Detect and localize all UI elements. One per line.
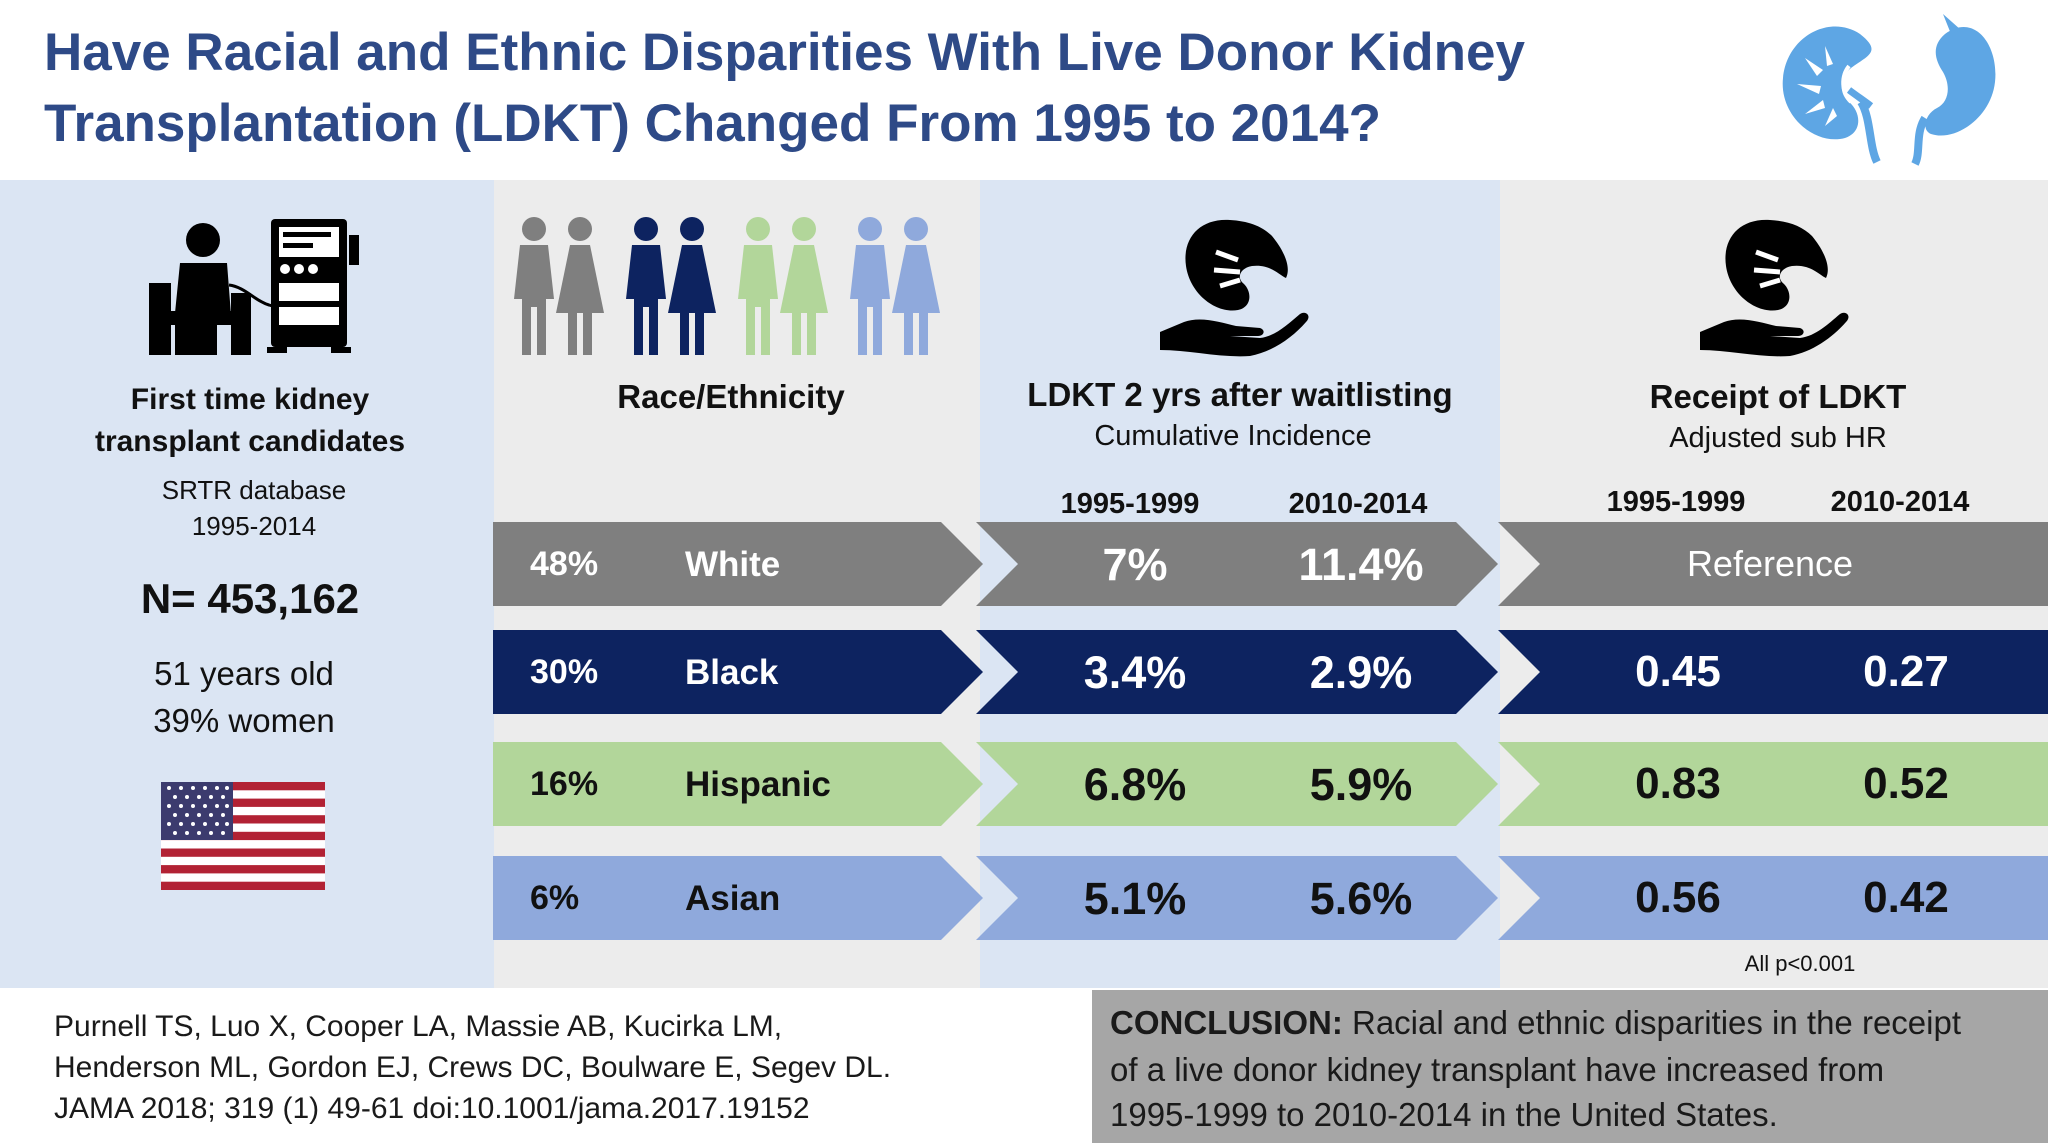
row-hr-1995: 0.83 — [1635, 759, 1721, 808]
conclusion-line-1: CONCLUSION: Racial and ethnic disparitie… — [1110, 1006, 1961, 1039]
row-hr-2010: 0.52 — [1863, 759, 1949, 808]
row-hr-2010: 0.42 — [1863, 873, 1949, 922]
row-band-black-hr — [1498, 630, 2048, 714]
source-database: SRTR database — [161, 475, 347, 505]
incidence-period-1995: 1995-1999 — [1060, 488, 1200, 520]
row-group: Asian — [685, 878, 781, 918]
row-incidence-2010: 11.4% — [1298, 538, 1424, 590]
conclusion-label: CONCLUSION: — [1110, 1004, 1343, 1041]
row-group: Black — [685, 652, 779, 692]
row-incidence-2010: 2.9% — [1309, 646, 1413, 698]
significance-footnote: All p<0.001 — [1744, 951, 1856, 976]
source-years: 1995-2014 — [191, 511, 317, 541]
row-percent: 48% — [530, 545, 599, 583]
people-group-icon — [514, 217, 940, 355]
conclusion-text-1: Racial and ethnic disparities in the rec… — [1352, 1004, 1962, 1041]
row-hr-1995: 0.45 — [1635, 647, 1721, 696]
row-band-asian-race — [493, 856, 983, 940]
row-hr-1995: 0.56 — [1635, 873, 1721, 922]
row-percent: 30% — [530, 653, 599, 691]
conclusion-line-3: 1995-1999 to 2010-2014 in the United Sta… — [1110, 1096, 1778, 1133]
hand-holding-kidney-icon — [1160, 219, 1309, 357]
hr-heading: Receipt of LDKT — [1649, 378, 1907, 415]
row-band-white-inc — [976, 522, 1498, 606]
race-heading: Race/Ethnicity — [617, 378, 845, 415]
row-incidence-1995: 7% — [1102, 538, 1168, 590]
row-group: White — [685, 544, 781, 584]
row-hr-2010: 0.27 — [1863, 647, 1949, 696]
row-band-white-race — [493, 522, 983, 606]
row-band-asian-hr — [1498, 856, 2048, 940]
row-percent: 6% — [530, 879, 580, 917]
citation-line-2: Henderson ML, Gordon EJ, Crews DC, Boulw… — [54, 1051, 892, 1084]
conclusion-box: CONCLUSION: Racial and ethnic disparitie… — [1092, 990, 2048, 1143]
dialysis-patient-icon — [149, 219, 359, 355]
row-incidence-1995: 5.1% — [1083, 872, 1187, 924]
incidence-subheading: Cumulative Incidence — [1094, 420, 1372, 452]
incidence-period-2010: 2010-2014 — [1288, 488, 1428, 520]
hr-period-1995: 1995-1999 — [1606, 486, 1746, 518]
sample-size: N= 453,162 — [140, 575, 360, 622]
row-incidence-1995: 6.8% — [1083, 758, 1187, 810]
hr-subheading: Adjusted sub HR — [1669, 422, 1887, 454]
percent-women: 39% women — [153, 702, 335, 739]
row-band-black-inc — [976, 630, 1498, 714]
citation-line-1: Purnell TS, Luo X, Cooper LA, Massie AB,… — [54, 1010, 783, 1043]
us-flag-icon — [161, 782, 325, 890]
conclusion-line-2: of a live donor kidney transplant have i… — [1110, 1051, 1885, 1088]
row-incidence-1995: 3.4% — [1083, 646, 1187, 698]
kidney-icon — [1782, 14, 1996, 166]
candidates-heading-line-2: transplant candidates — [94, 425, 406, 458]
row-band-hispanic-hr — [1498, 742, 2048, 826]
mean-age: 51 years old — [154, 655, 334, 692]
hr-period-2010: 2010-2014 — [1830, 486, 1970, 518]
page-title-line-1: Have Racial and Ethnic Disparities With … — [44, 23, 1525, 82]
row-group: Hispanic — [685, 764, 831, 804]
row-band-hispanic-race — [493, 742, 983, 826]
page-title-line-2: Transplantation (LDKT) Changed From 1995… — [44, 94, 1381, 153]
row-band-white-hr — [1498, 522, 2048, 606]
row-percent: 16% — [530, 765, 599, 803]
hand-holding-kidney-icon — [1700, 219, 1849, 357]
row-band-hispanic-inc — [976, 742, 1498, 826]
row-hr-reference: Reference — [1686, 543, 1854, 584]
row-band-black-race — [493, 630, 983, 714]
row-incidence-2010: 5.6% — [1309, 872, 1413, 924]
citation-line-3: JAMA 2018; 319 (1) 49-61 doi:10.1001/jam… — [54, 1092, 810, 1125]
incidence-heading: LDKT 2 yrs after waitlisting — [1027, 376, 1453, 413]
row-band-asian-inc — [976, 856, 1498, 940]
row-incidence-2010: 5.9% — [1309, 758, 1413, 810]
candidates-heading-line-1: First time kidney — [130, 383, 370, 416]
